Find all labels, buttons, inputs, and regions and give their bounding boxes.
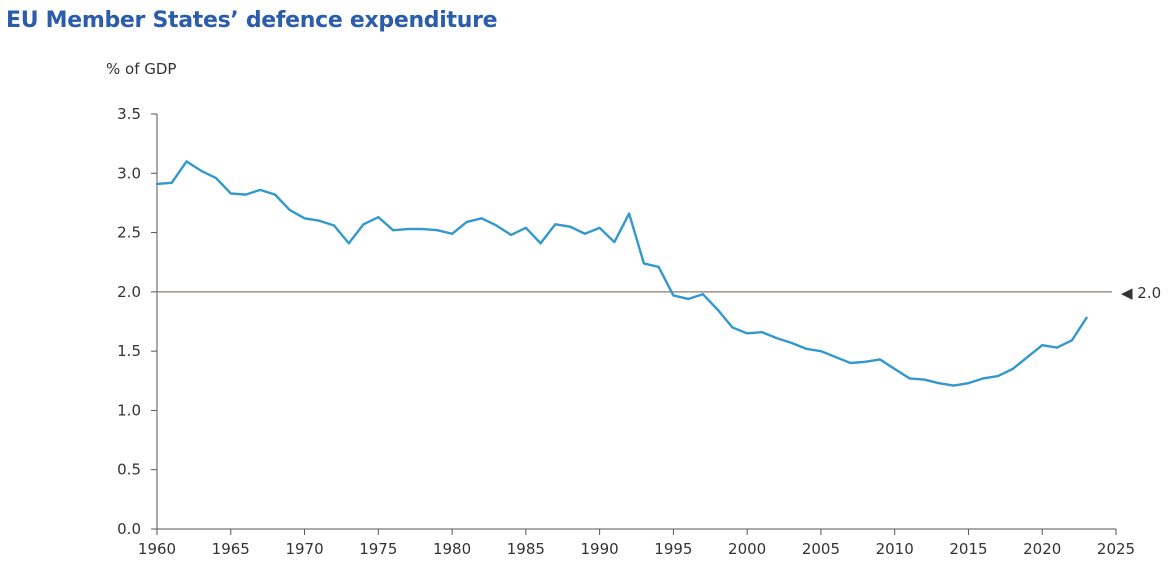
y-tick-label: 2.5 (117, 224, 141, 242)
data-point (170, 181, 173, 184)
data-point (1026, 355, 1029, 359)
data-point (244, 193, 247, 196)
x-tick-label: 1975 (359, 540, 397, 558)
data-point (731, 326, 734, 329)
data-point (347, 242, 350, 245)
data-point (332, 224, 336, 227)
data-point (805, 347, 808, 350)
series-line (155, 160, 1088, 387)
data-point (628, 212, 631, 215)
data-point (524, 226, 527, 229)
x-tick-label: 1970 (285, 540, 323, 558)
data-point (687, 297, 690, 301)
data-point (864, 360, 867, 363)
data-point (923, 378, 926, 381)
data-point (318, 219, 321, 222)
x-tick-label: 2015 (949, 540, 987, 558)
data-point (436, 229, 439, 232)
x-tick-label: 1995 (654, 540, 692, 558)
data-point (495, 224, 498, 227)
y-tick-label: 0.0 (117, 520, 141, 538)
data-point (598, 226, 601, 229)
data-point (819, 350, 823, 353)
data-point (775, 337, 778, 340)
reference-line-group: ◀ 2.0 (157, 284, 1161, 302)
data-point (908, 377, 911, 380)
y-tick-label: 1.0 (117, 401, 141, 419)
data-point (1085, 316, 1088, 320)
data-point (509, 233, 513, 237)
x-tick-label: 2005 (802, 540, 840, 558)
data-point (391, 229, 395, 232)
data-point (613, 240, 616, 244)
data-point (259, 188, 262, 191)
data-point (1041, 344, 1044, 347)
data-point (155, 182, 159, 186)
y-tick-label: 3.0 (117, 164, 141, 182)
data-point (185, 160, 188, 163)
axes: 0.0 0.5 1.0 1.5 2.0 2.5 3.0 3.5 1960 1965 1970 1975… (117, 105, 1135, 558)
data-point (288, 208, 291, 212)
data-point (377, 216, 380, 219)
x-tick-label: 2020 (1023, 540, 1061, 558)
data-point (569, 225, 572, 228)
data-point (967, 382, 970, 385)
data-point (421, 227, 424, 231)
data-point (878, 358, 882, 361)
y-tick-label: 3.5 (117, 105, 141, 123)
x-tick-label: 1965 (212, 540, 250, 558)
data-point (893, 367, 896, 371)
y-axis-label: % of GDP (106, 60, 177, 78)
y-tick-label: 1.5 (117, 342, 141, 360)
x-tick-label: 2025 (1097, 540, 1135, 558)
data-point (746, 332, 749, 335)
x-tick-label: 2010 (876, 540, 914, 558)
data-point (450, 232, 454, 235)
chart-title: EU Member States’ defence expenditure (6, 8, 498, 33)
x-tick-label: 1990 (581, 540, 619, 558)
y-tick-label: 2.0 (117, 283, 141, 301)
data-point (642, 262, 645, 265)
data-point (701, 293, 704, 296)
data-point (937, 382, 941, 385)
x-tick-label: 1985 (507, 540, 545, 558)
data-point (1055, 346, 1059, 349)
data-point (982, 377, 985, 380)
data-point (716, 308, 719, 311)
series-group (155, 160, 1088, 387)
data-point (672, 294, 675, 297)
data-point (657, 265, 660, 269)
data-point (406, 227, 409, 231)
data-point (760, 331, 764, 334)
x-tick-label: 2000 (728, 540, 766, 558)
data-point (200, 169, 203, 173)
data-point (849, 361, 852, 365)
data-point (583, 232, 586, 235)
data-point (952, 384, 955, 387)
x-tick-label: 1980 (433, 540, 471, 558)
data-point (996, 374, 1000, 378)
x-tick-label: 1960 (138, 540, 176, 558)
y-tick-label: 0.5 (117, 461, 141, 479)
reference-line-label: ◀ 2.0 (1121, 284, 1161, 302)
data-point (1070, 339, 1073, 342)
data-point (834, 355, 837, 359)
data-point (214, 176, 218, 180)
data-point (539, 242, 542, 245)
data-point (465, 220, 468, 223)
data-point (303, 217, 306, 220)
data-point (480, 217, 483, 220)
data-point (554, 223, 557, 226)
data-point (790, 341, 793, 344)
data-point (1011, 367, 1014, 371)
data-point (362, 223, 365, 226)
data-point (273, 193, 277, 196)
data-point (229, 192, 232, 195)
